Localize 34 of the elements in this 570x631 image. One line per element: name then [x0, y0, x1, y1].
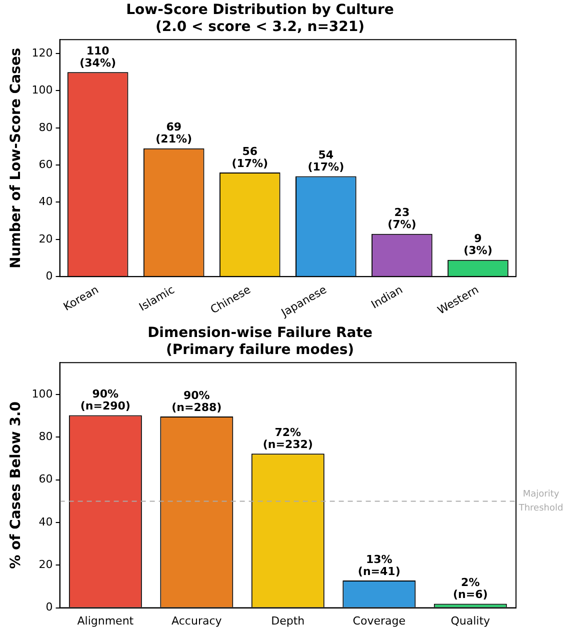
x-tick-label: Quality	[450, 614, 491, 628]
x-tick-label: Depth	[271, 614, 305, 628]
y-tick-label: 60	[38, 472, 53, 486]
y-axis-title: % of Cases Below 3.0	[8, 401, 24, 569]
data-label: 23 (7%)	[388, 206, 416, 232]
y-tick-label: 20	[38, 558, 53, 572]
chart-title: Dimension-wise Failure Rate (Primary failure modes)	[148, 325, 372, 358]
x-tick-label: Alignment	[77, 614, 134, 628]
data-label: 90% (n=288)	[172, 388, 222, 414]
y-tick-label: 80	[38, 430, 53, 444]
y-tick-label: 100	[32, 387, 53, 400]
y-tick-label: 100	[32, 84, 53, 97]
y-tick-label: 40	[38, 195, 53, 208]
y-tick-label: 20	[38, 232, 53, 246]
data-label: 2% (n=6)	[452, 576, 488, 602]
data-label: 72% (n=232)	[262, 426, 313, 452]
y-tick-label: 120	[32, 46, 53, 60]
y-tick-label: 60	[38, 158, 53, 171]
data-label: 13% (n=41)	[358, 552, 400, 578]
chart-title: Low-Score Distribution by Culture (2.0 < score < 3.2, n=321)	[126, 2, 394, 35]
data-label: 110 (34%)	[80, 44, 116, 70]
data-label: 90% (n=290)	[80, 388, 130, 413]
data-label: 54 (17%)	[308, 148, 344, 174]
y-tick-label: 40	[38, 515, 53, 528]
ref-line-label: Majority Threshold	[518, 490, 564, 514]
x-tick-label: Accuracy	[172, 614, 222, 628]
data-label: 9 (3%)	[464, 232, 492, 258]
x-tick-label: Coverage	[352, 614, 406, 628]
y-tick-label: 80	[38, 120, 53, 134]
y-tick-label: 0	[46, 269, 53, 282]
data-label: 69 (21%)	[156, 120, 192, 146]
y-tick-label: 0	[46, 600, 53, 614]
data-label: 56 (17%)	[232, 144, 268, 170]
y-axis-title: Number of Low-Score Cases	[8, 48, 24, 268]
